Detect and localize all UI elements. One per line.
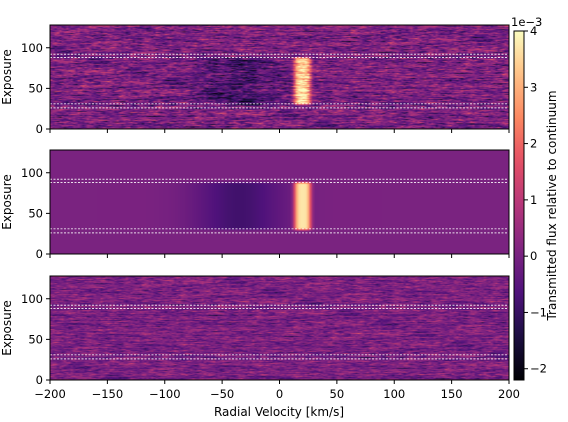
x-tick-label: 50 [330, 387, 345, 401]
y-tick-label: 50 [28, 81, 43, 95]
colorbar-offset-text: 1e−3 [511, 15, 542, 29]
colorbar-tick-label: 1 [530, 193, 537, 207]
x-axis: −200 −150 −100 −50 0 50 100 150 200 [34, 387, 520, 401]
y-axis-label: Exposure [0, 49, 14, 105]
heatmap-observed [50, 25, 509, 129]
panels: 0 50 100 Exposure 0 50 100 Exposure 0 50 100 Exposu… [0, 24, 510, 387]
y-tick-label: 0 [36, 373, 43, 387]
x-axis-label: Radial Velocity [km/s] [214, 405, 344, 419]
panel-observed: 0 50 100 Exposure [0, 24, 510, 136]
y-tick-label: 50 [28, 206, 43, 220]
heatmap-model [50, 150, 509, 254]
y-tick-label: 0 [36, 247, 43, 261]
colorbar-gradient [513, 30, 525, 381]
x-tick-label: 0 [276, 387, 283, 401]
x-tick-label: 200 [498, 387, 520, 401]
colorbar-tick-label: −1 [530, 305, 547, 319]
colorbar-tick-label: −2 [530, 362, 547, 376]
y-axis-label: Exposure [0, 174, 14, 230]
x-tick-label: −150 [92, 387, 124, 401]
panel-residual: 0 50 100 Exposure [0, 275, 510, 387]
panel-model: 0 50 100 Exposure [0, 149, 510, 261]
colorbar-label: Transmitted flux relative to continuum [545, 90, 559, 321]
y-axis-label: Exposure [0, 300, 14, 356]
colorbar-tick-label: 4 [530, 24, 537, 38]
x-tick-label: −100 [149, 387, 181, 401]
x-tick-label: −50 [210, 387, 234, 401]
colorbar-tick-label: 0 [530, 249, 537, 263]
colorbar-tick-label: 2 [530, 137, 537, 151]
heatmap-residual [50, 276, 509, 380]
x-tick-label: 150 [441, 387, 463, 401]
x-tick-label: 100 [383, 387, 405, 401]
y-tick-label: 0 [36, 122, 43, 136]
y-tick-label: 100 [21, 41, 43, 55]
y-tick-label: 100 [21, 292, 43, 306]
y-tick-label: 100 [21, 166, 43, 180]
colorbar-tick-label: 3 [530, 80, 537, 94]
x-tick-label: −200 [34, 387, 66, 401]
y-tick-label: 50 [28, 332, 43, 346]
colorbar: −2 −1 0 1 2 3 41e−3 Transmitted flux relative t… [511, 15, 559, 381]
